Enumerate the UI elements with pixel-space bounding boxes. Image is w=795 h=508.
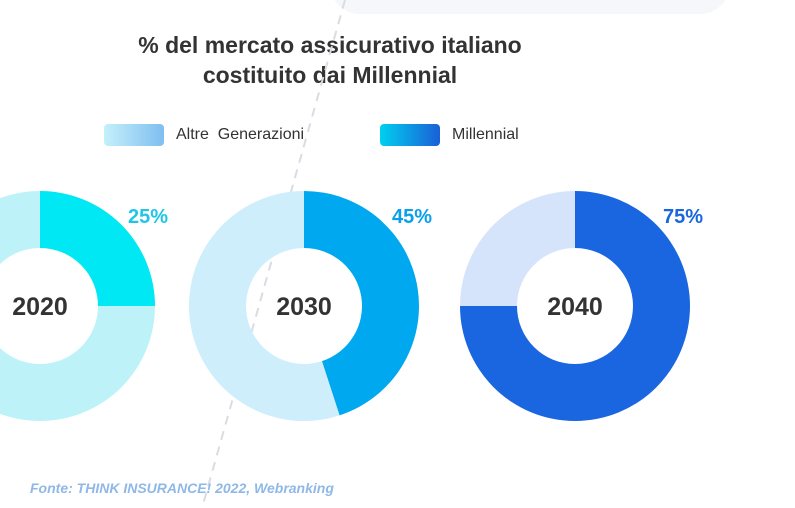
chart-title: % del mercato assicurativo italiano cost…: [50, 30, 610, 90]
chart-title-line2: costituito dai Millennial: [202, 62, 458, 88]
legend-swatch-millennial: [380, 124, 440, 146]
donut-slice-millennial-2020: [40, 191, 155, 306]
donut-slice-millennial-2040: [460, 191, 690, 421]
legend-item-millennial: Millennial: [380, 123, 519, 147]
donut-slice-millennial-2030: [304, 191, 419, 416]
donut-year-label-2040: 2040: [547, 293, 603, 321]
donut-slice-altre-2040: [460, 191, 575, 306]
donut-value-label-2020: 25%: [128, 206, 168, 228]
top-glow: [330, 0, 730, 14]
donut-value-label-2040: 75%: [663, 206, 703, 228]
donut-value-label-2030: 45%: [392, 206, 432, 228]
donut-year-label-2020: 2020: [12, 293, 68, 321]
donut-year-label-2030: 2030: [276, 293, 332, 321]
legend-label-altre: Altre Generazioni: [176, 126, 305, 143]
source-note: Fonte: THINK INSURANCE! 2022, Webranking: [30, 480, 334, 496]
legend-item-altre: Altre Generazioni: [104, 123, 304, 147]
legend-label-millennial: Millennial: [452, 126, 519, 143]
donut-slice-altre-2030: [188, 191, 340, 421]
donut-slice-altre-2020: [0, 191, 155, 421]
legend-swatch-altre: [104, 124, 164, 146]
